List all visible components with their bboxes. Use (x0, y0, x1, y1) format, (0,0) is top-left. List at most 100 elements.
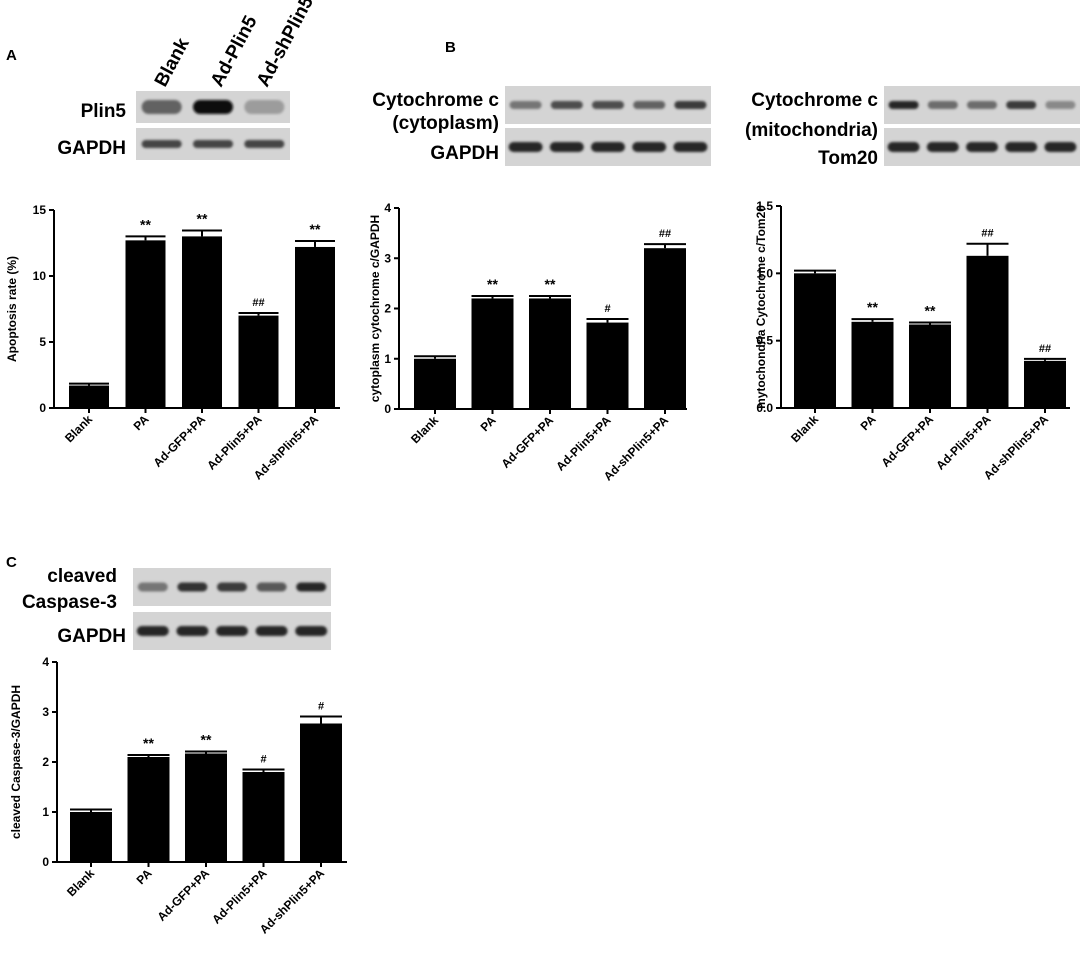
chart-a-y-tick-label: 10 (33, 269, 47, 283)
blot-strip-gapdh-c-band (216, 626, 248, 636)
chart-a-bar (295, 246, 335, 408)
chart-a-category-label: Blank (62, 412, 95, 445)
blot-label-cyt-c-mito-line2: (mitochondria) (745, 120, 878, 141)
blot-strip-tom20-band (887, 142, 920, 152)
panel-b2-blots (884, 86, 1080, 166)
blot-strip-tom20-band (926, 142, 959, 152)
blot-strip-plin5-band (141, 100, 182, 114)
blot-strip-gapdh-a (136, 128, 290, 160)
blot-strip-cleaved-caspase-band (217, 582, 247, 592)
blot-strip-tom20-band (1005, 142, 1038, 152)
blot-strip-tom20-band (1044, 142, 1077, 152)
blot-label-gapdh-b: GAPDH (430, 143, 499, 164)
chart-b2-bar (966, 255, 1009, 408)
blot-label-gapdh-c: GAPDH (57, 626, 126, 647)
chart-a-significance-label: ## (252, 297, 264, 309)
chart-b-bar (586, 322, 629, 409)
chart-c-category-label: Ad-GFP+PA (155, 866, 213, 924)
chart-c-y-axis-label: cleaved Caspase-3/GAPDH (9, 685, 23, 839)
blot-strip-cyt-c-mito-band (888, 101, 919, 109)
chart-b-y-tick-label: 3 (384, 251, 391, 265)
chart-a-significance-label: ** (197, 210, 208, 226)
panel-c-blots (133, 568, 331, 650)
chart-b-y-tick-label: 1 (384, 352, 391, 366)
blot-strip-cleaved-caspase (133, 568, 331, 606)
chart-a-bar (69, 385, 109, 408)
blot-strip-gapdh-c-band (176, 626, 209, 636)
blot-strip-cyt-c-cyto-band (509, 101, 542, 109)
chart-b-bar (644, 248, 686, 409)
blot-strip-cyt-c-mito-band (927, 101, 958, 109)
chart-a-significance-label: ** (140, 216, 151, 232)
chart-a-y-axis-label: Apoptosis rate (%) (5, 256, 19, 362)
blot-strip-cyt-c-mito-band (1045, 101, 1076, 109)
chart-b-y-axis-label: cytoplasm cytochrome c/GAPDH (368, 215, 382, 402)
blot-label-cyt-c-mito-line1: Cytochrome c (751, 90, 878, 111)
chart-b2-category-label: Ad-GFP+PA (879, 412, 937, 470)
chart-a-bar (182, 236, 222, 408)
chart-b2-y-tick-label: 1.5 (756, 199, 773, 213)
panel-a-letter: A (6, 47, 17, 64)
panel-c-letter: C (6, 554, 17, 571)
blot-label-cleaved-line1: cleaved (47, 566, 117, 587)
chart-b-category-label: PA (478, 413, 499, 434)
chart-c-category-label: Ad-Plin5+PA (209, 866, 270, 927)
chart-c-y-tick-label: 0 (42, 855, 49, 869)
chart-a-y-tick-label: 5 (39, 335, 46, 349)
chart-a-category-label: Ad-Plin5+PA (204, 412, 265, 473)
blot-strip-cyt-c-cyto-band (592, 101, 624, 109)
blot-strip-cleaved-caspase-band (137, 582, 168, 592)
chart-b-category-label: Ad-Plin5+PA (553, 413, 614, 474)
chart-b-significance-label: # (604, 303, 610, 315)
chart-b2-significance-label: ** (867, 299, 878, 315)
blot-strip-cleaved-caspase-band (256, 582, 287, 592)
chart-b-y-tick-label: 0 (384, 402, 391, 416)
chart-b2-significance-label: ## (1039, 343, 1051, 355)
blot-strip-plin5-band (244, 100, 285, 114)
blot-strip-gapdh-a-band (193, 140, 233, 148)
blot-label-cyt-c-cyto-line1: Cytochrome c (372, 90, 499, 111)
blot-strip-cyt-c-mito (884, 86, 1080, 124)
blot-strip-cyt-c-cyto-band (674, 101, 707, 109)
blot-strip-cyt-c-cyto (505, 86, 711, 124)
panel-b-letter: B (445, 39, 456, 56)
chart-b2-category-label: Blank (788, 412, 821, 445)
blot-strip-gapdh-b-band (632, 142, 667, 152)
blot-strip-plin5 (136, 91, 290, 123)
chart-a-category-label: PA (131, 412, 152, 433)
chart-cleaved-caspase-3: 0 1 2 3 4 cleaved Caspase-3/GAPDH Blank ** PA ** A… (9, 655, 347, 937)
chart-b2-significance-label: ## (981, 228, 993, 240)
chart-b2-y-axis-label: mytochondria Cytochrome c/Tom20 (754, 205, 768, 409)
chart-c-y-tick-label: 3 (42, 705, 49, 719)
blot-strip-cyt-c-mito-band (1006, 101, 1037, 109)
blot-label-gapdh-a: GAPDH (57, 138, 126, 159)
chart-c-significance-label: ** (201, 732, 212, 748)
blot-strip-gapdh-b-band (549, 142, 584, 152)
chart-b-bar (529, 298, 571, 409)
lane-label-ad-shplin5: Ad-shPlin5 (253, 0, 318, 90)
blot-label-plin5: Plin5 (81, 101, 127, 122)
blot-strip-gapdh-b-band (673, 142, 708, 152)
chart-c-significance-label: # (318, 701, 324, 713)
blot-strip-gapdh-a-band (141, 140, 182, 148)
chart-c-y-tick-label: 4 (42, 655, 49, 669)
chart-b-category-label: Ad-GFP+PA (499, 413, 557, 471)
chart-c-bar (242, 772, 285, 862)
chart-b2-y-tick-label: 0.0 (756, 401, 773, 415)
chart-a-category-label: Ad-GFP+PA (151, 412, 209, 470)
blot-strip-gapdh-c-band (255, 626, 288, 636)
chart-c-y-tick-label: 1 (42, 805, 49, 819)
panel-a-lane-labels: Blank Ad-Plin5 Ad-shPlin5 (151, 0, 318, 90)
chart-c-bar (185, 753, 227, 862)
chart-b2-bar (851, 321, 894, 408)
blot-strip-tom20-band (966, 142, 998, 152)
chart-b2-y-tick-label: 1.0 (756, 266, 773, 280)
chart-b2-category-label: Ad-Plin5+PA (933, 412, 994, 473)
chart-b-significance-label: ** (487, 276, 498, 292)
chart-c-y-tick-label: 2 (42, 755, 49, 769)
chart-b2-bar (1024, 360, 1066, 408)
chart-c-significance-label: ** (143, 735, 154, 751)
chart-a-bar (238, 315, 279, 408)
